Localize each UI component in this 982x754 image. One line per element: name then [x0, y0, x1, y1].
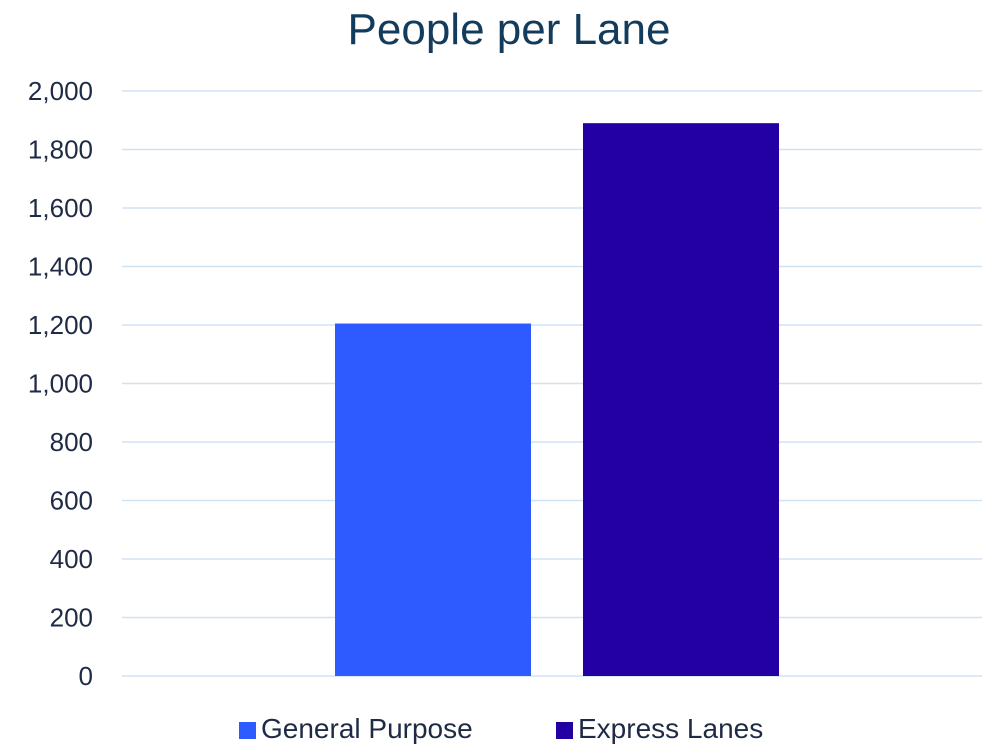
gridlines — [122, 91, 982, 676]
y-tick-label: 2,000 — [28, 76, 93, 106]
y-tick-label: 0 — [79, 661, 93, 691]
legend-swatch — [556, 722, 573, 739]
y-tick-label: 800 — [50, 427, 93, 457]
chart-title: People per Lane — [348, 5, 671, 54]
y-tick-label: 1,000 — [28, 369, 93, 399]
bars — [335, 123, 779, 676]
y-tick-label: 1,800 — [28, 135, 93, 165]
legend-label: General Purpose — [261, 713, 473, 744]
y-tick-label: 1,600 — [28, 193, 93, 223]
y-axis-tick-labels: 0 200 400 600 800 1,000 1,200 1,400 1,600 1,800 2,… — [28, 76, 93, 691]
bar-general-purpose — [335, 324, 531, 676]
legend-swatch — [239, 722, 256, 739]
y-tick-label: 1,400 — [28, 252, 93, 282]
y-tick-label: 1,200 — [28, 310, 93, 340]
bar-express-lanes — [583, 123, 779, 676]
legend: General Purpose Express Lanes — [239, 713, 763, 744]
y-tick-label: 200 — [50, 603, 93, 633]
legend-item-express-lanes: Express Lanes — [556, 713, 763, 744]
y-tick-label: 400 — [50, 544, 93, 574]
legend-item-general-purpose: General Purpose — [239, 713, 473, 744]
y-tick-label: 600 — [50, 486, 93, 516]
legend-label: Express Lanes — [578, 713, 763, 744]
